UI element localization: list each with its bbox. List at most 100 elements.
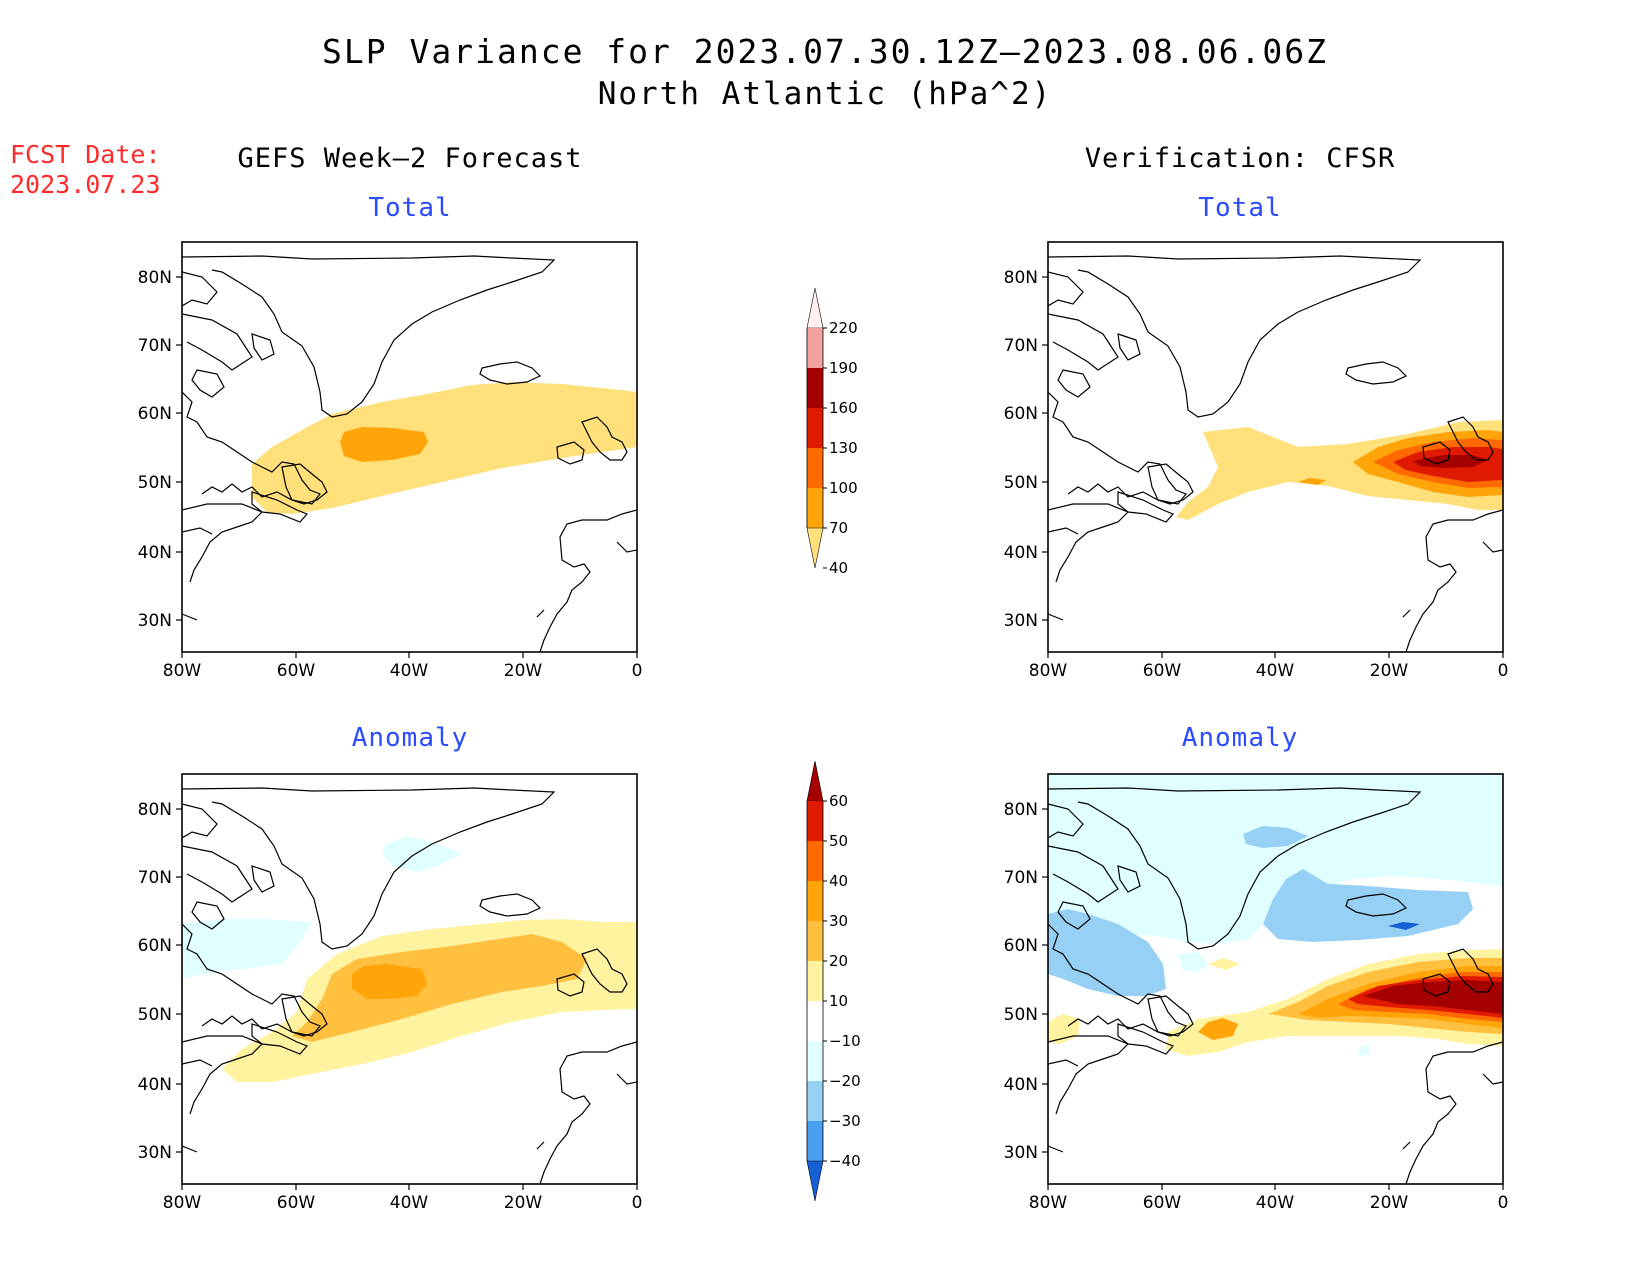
contour-fill-forecast-total-0 [252,382,637,514]
lat-tick-label-verif-total-80N: 80N [1004,268,1038,288]
colorbar-anomaly-label-0: 60 [829,792,848,810]
lon-tick-label-forecast-anomaly-60W: 60W [277,1193,316,1213]
panel-title-forecast-total: Total [368,193,452,223]
lat-tick-label-verif-anomaly-30N: 30N [1004,1143,1038,1163]
colorbar-total-swatch-6 [806,527,824,569]
lon-tick-label-forecast-total-0: 0 [632,661,643,681]
lon-tick-label-verif-total-80W: 80W [1029,661,1068,681]
lat-tick-label-verif-total-30N: 30N [1004,611,1038,631]
colorbar-anomaly-label-8: −30 [829,1112,861,1130]
left-column-title: GEFS Week–2 Forecast [237,143,583,174]
lat-tick-label-forecast-total-40N: 40N [138,543,172,563]
contour-fill-verif-total-5 [1298,478,1326,485]
lat-tick-label-verif-total-40N: 40N [1004,543,1038,563]
contour-fill-forecast-anomaly-4 [352,964,427,999]
colorbar-anomaly-label-2: 40 [829,872,848,890]
colorbar-anomaly-label-5: 10 [829,992,848,1010]
lon-tick-label-forecast-anomaly-40W: 40W [390,1193,429,1213]
panel-title-forecast-anomaly: Anomaly [351,723,469,753]
colorbar-total-label-2: 160 [829,399,858,417]
lat-tick-label-forecast-anomaly-60N: 60N [138,936,172,956]
colorbar-total-label-6: 40 [829,559,848,577]
colorbar-anomaly-label-4: 20 [829,952,848,970]
lon-tick-label-forecast-total-20W: 20W [504,661,543,681]
lat-tick-label-forecast-total-50N: 50N [138,473,172,493]
colorbar-total-label-5: 70 [829,519,848,537]
colorbar-anomaly-swatch-1 [807,801,823,841]
contour-fill-verif-total-4 [1413,455,1488,468]
contour-fill-verif-anomaly-3 [1263,869,1473,942]
lat-tick-label-verif-anomaly-80N: 80N [1004,800,1038,820]
lat-tick-label-forecast-anomaly-80N: 80N [138,800,172,820]
colorbar-total: 220 190 160 130 100 70 40 [806,287,858,577]
colorbar-anomaly-swatch-4 [807,921,823,961]
colorbar-anomaly-swatch-7 [807,1041,823,1081]
contour-fill-forecast-anomaly-0 [382,836,462,872]
lat-tick-label-forecast-total-80N: 80N [138,268,172,288]
lat-tick-label-verif-total-60N: 60N [1004,404,1038,424]
main-title: SLP Variance for 2023.07.30.12Z–2023.08.… [322,32,1328,71]
lat-tick-label-verif-anomaly-40N: 40N [1004,1075,1038,1095]
contour-fill-verif-anomaly-4 [1388,922,1420,930]
lon-tick-label-verif-anomaly-60W: 60W [1143,1193,1182,1213]
lon-tick-label-verif-total-60W: 60W [1143,661,1182,681]
colorbar-anomaly-swatch-5 [807,961,823,1001]
lon-tick-label-verif-total-0: 0 [1498,661,1509,681]
panel-title-verif-total: Total [1198,193,1282,223]
contour-fill-verif-anomaly-11 [1198,1018,1238,1040]
colorbar-anomaly-swatch-8 [807,1081,823,1121]
lon-tick-label-forecast-anomaly-80W: 80W [163,1193,202,1213]
contour-fill-verif-anomaly-5 [1048,909,1166,996]
colorbar-anomaly-swatch-2 [807,841,823,881]
colorbar-anomaly-swatch-6 [807,1001,823,1041]
colorbar-anomaly-label-1: 50 [829,832,848,850]
contour-fill-verif-anomaly-2 [1243,826,1308,848]
colorbar-anomaly-swatch-9 [807,1121,823,1161]
colorbar-anomaly-label-6: −10 [829,1032,861,1050]
lat-tick-label-forecast-total-70N: 70N [138,336,172,356]
lat-tick-label-forecast-anomaly-50N: 50N [138,1005,172,1025]
colorbar-total-swatch-3 [807,408,823,448]
colorbar-anomaly-swatch-0 [806,760,824,802]
colorbar-anomaly: 60 50 40 30 20 10 −10 −20 −30 −40 [806,760,861,1202]
colorbar-total-swatch-0 [806,287,824,329]
lon-tick-label-forecast-total-60W: 60W [277,661,316,681]
colorbar-total-label-4: 100 [829,479,858,497]
contour-fill-verif-anomaly-7 [1048,1014,1080,1044]
contour-fill-forecast-total-1 [340,427,428,462]
lon-tick-label-verif-anomaly-80W: 80W [1029,1193,1068,1213]
contour-fill-verif-anomaly-6 [1358,1044,1370,1056]
lat-tick-label-verif-total-50N: 50N [1004,473,1038,493]
lon-tick-label-verif-anomaly-40W: 40W [1256,1193,1295,1213]
right-column-title: Verification: CFSR [1084,143,1396,174]
lat-tick-label-forecast-anomaly-40N: 40N [138,1075,172,1095]
colorbar-total-label-3: 130 [829,439,858,457]
fcst-date-value: 2023.07.23 [10,170,161,199]
colorbar-total-label-0: 220 [829,319,858,337]
lat-tick-label-forecast-total-30N: 30N [138,611,172,631]
lon-tick-label-verif-total-20W: 20W [1370,661,1409,681]
contour-fill-forecast-anomaly-1 [182,919,312,979]
lon-tick-label-verif-anomaly-0: 0 [1498,1193,1509,1213]
colorbar-total-swatch-2 [807,368,823,408]
colorbar-total-swatch-5 [807,488,823,528]
colorbar-anomaly-label-3: 30 [829,912,848,930]
colorbar-anomaly-swatch-3 [807,881,823,921]
lon-tick-label-verif-anomaly-20W: 20W [1370,1193,1409,1213]
lat-tick-label-verif-anomaly-70N: 70N [1004,868,1038,888]
panel-title-verif-anomaly: Anomaly [1181,723,1299,753]
lat-tick-label-verif-anomaly-50N: 50N [1004,1005,1038,1025]
lon-tick-label-forecast-total-40W: 40W [390,661,429,681]
colorbar-anomaly-label-7: −20 [829,1072,861,1090]
contour-fill-forecast-anomaly-3 [292,934,587,1042]
colorbar-total-swatch-4 [807,448,823,488]
lon-tick-label-forecast-total-80W: 80W [163,661,202,681]
contour-fill-verif-anomaly-8 [1208,958,1240,970]
fcst-date-label: FCST Date: [10,140,161,169]
lat-tick-label-verif-total-70N: 70N [1004,336,1038,356]
colorbar-total-label-1: 190 [829,359,858,377]
contour-fill-verif-anomaly-1 [1178,952,1208,972]
main-subtitle: North Atlantic (hPa^2) [597,76,1053,112]
lon-tick-label-forecast-anomaly-0: 0 [632,1193,643,1213]
